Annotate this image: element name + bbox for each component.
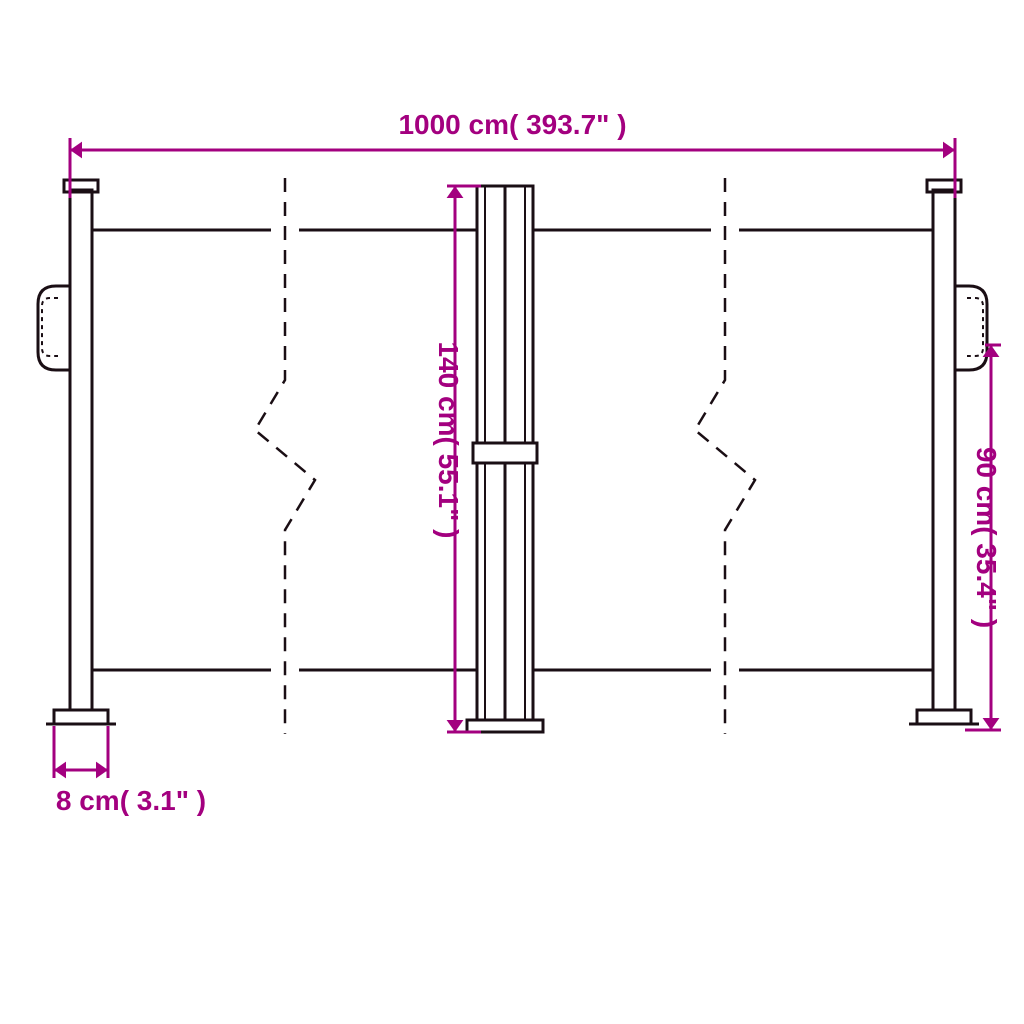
arrowhead [447,186,464,198]
center-clamp [473,443,537,463]
dimension-label: 8 cm( 3.1" ) [56,785,206,816]
dimension-diagram: 1000 cm( 393.7" ) 140 cm( 55.1" ) 90 cm( 3… [0,0,1024,1024]
left-post-base [54,710,108,724]
arrowhead [96,762,108,779]
arrowhead [983,345,1000,357]
arrowhead [447,720,464,732]
dimension-label: 90 cm( 35.4" ) [971,447,1002,628]
arrowhead [943,142,955,159]
left-handle-inner [42,298,58,356]
right-post [933,190,955,710]
dimension-label: 140 cm( 55.1" ) [433,342,464,539]
arrowhead [54,762,66,779]
right-post-base [917,710,971,724]
arrowhead [983,718,1000,730]
center-base [467,720,543,732]
dimension-label: 1000 cm( 393.7" ) [398,109,626,140]
arrowhead [70,142,82,159]
break-line [695,178,755,734]
right-handle-inner [967,298,983,356]
break-line [255,178,315,734]
left-post [70,190,92,710]
